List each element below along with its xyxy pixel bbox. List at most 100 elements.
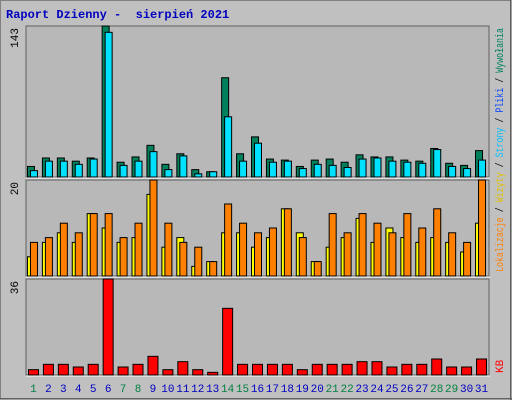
x-tick-label: 27 [415, 384, 428, 396]
bar [281, 363, 293, 376]
x-tick-label: 19 [296, 384, 309, 396]
x-tick-label: 24 [370, 384, 384, 396]
bar [313, 163, 322, 178]
legend-entry: Strony [495, 127, 507, 157]
bar [179, 241, 188, 277]
bar [328, 164, 337, 178]
bar [463, 241, 472, 277]
x-tick-label: 13 [206, 384, 219, 396]
x-tick-label: 17 [266, 384, 279, 396]
bar [358, 213, 367, 277]
bar [283, 208, 292, 277]
bar [296, 369, 308, 376]
bar [252, 363, 263, 376]
bar [433, 208, 442, 277]
legend-separator: / [495, 162, 507, 167]
x-tick-label: 12 [191, 384, 204, 396]
bar [239, 222, 248, 277]
x-tick-label: 30 [460, 384, 473, 396]
legend-entry: Wywołania [495, 28, 507, 73]
bar [119, 237, 128, 277]
bar [44, 160, 53, 178]
bar [446, 366, 458, 376]
bar [461, 366, 473, 376]
bar [268, 227, 277, 277]
legend-entry: Lokalizacje [495, 217, 507, 272]
y-tick-label: 20 [10, 182, 22, 195]
bar [341, 363, 353, 376]
bar [403, 213, 412, 277]
bar [418, 162, 427, 178]
bar [177, 361, 189, 376]
bar [74, 163, 83, 178]
x-tick-label: 20 [311, 384, 324, 396]
x-tick-label: 16 [251, 384, 264, 396]
x-tick-label: 18 [281, 384, 294, 396]
x-tick-label: 26 [400, 384, 413, 396]
bar [134, 222, 143, 277]
bar [132, 363, 144, 376]
x-tick-label: 23 [355, 384, 368, 396]
legend-entry: Pliki [495, 87, 507, 112]
bar [44, 237, 53, 277]
legend-separator: / [495, 207, 507, 212]
bar [283, 160, 292, 178]
x-tick-label: 1 [30, 384, 37, 396]
bar [162, 369, 174, 376]
bar [72, 366, 84, 376]
x-tick-label: 28 [430, 384, 443, 396]
x-tick-label: 31 [475, 384, 489, 396]
bar [164, 222, 173, 277]
bar [209, 261, 218, 277]
bar [478, 159, 487, 178]
bar [371, 361, 383, 376]
bar [59, 222, 68, 277]
y-tick-label: 36 [10, 281, 22, 294]
bar [222, 307, 234, 376]
unit-label: KB [495, 359, 507, 373]
y-tick-label: 143 [10, 28, 22, 48]
bar [27, 369, 39, 376]
legend-separator: / [495, 118, 507, 123]
bar [179, 155, 188, 178]
bar [433, 149, 442, 178]
bar [89, 213, 98, 277]
x-tick-label: 5 [90, 384, 97, 396]
bar [386, 366, 398, 376]
panel [25, 278, 490, 376]
x-tick-label: 9 [150, 384, 157, 396]
bar [343, 166, 352, 178]
bar [134, 160, 143, 178]
bar [59, 160, 68, 178]
x-tick-label: 10 [161, 384, 174, 396]
x-tick-label: 29 [445, 384, 458, 396]
bar [401, 363, 413, 376]
bar [149, 179, 158, 277]
bar [343, 232, 352, 277]
bar [463, 168, 472, 178]
bar [87, 363, 99, 376]
bar [326, 363, 338, 376]
bar [266, 363, 278, 376]
bar [29, 241, 38, 277]
x-tick-label: 3 [60, 384, 67, 396]
bar [373, 157, 382, 178]
bar [416, 363, 428, 376]
bar [239, 160, 248, 178]
x-tick-label: 7 [120, 384, 127, 396]
bar [237, 363, 249, 376]
bar [328, 213, 337, 277]
legend-entry: Wizyty [495, 172, 507, 202]
bar [254, 232, 262, 277]
bar [119, 164, 128, 178]
x-tick-label: 14 [221, 384, 235, 396]
bar [313, 261, 322, 277]
bar [448, 232, 457, 277]
bar [194, 173, 203, 178]
bar [298, 237, 307, 277]
x-tick-label: 25 [385, 384, 398, 396]
bar [224, 116, 233, 178]
bar [388, 232, 397, 277]
bar [57, 363, 69, 376]
